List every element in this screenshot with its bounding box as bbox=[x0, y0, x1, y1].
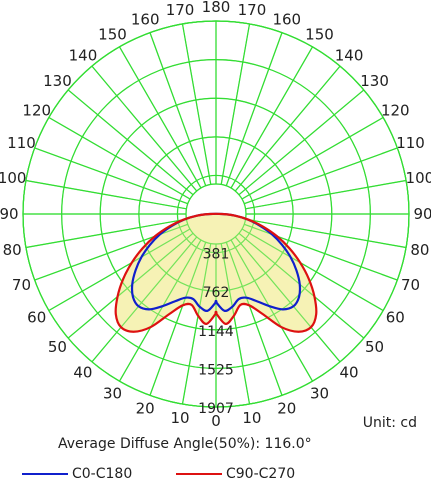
angle-label: 20 bbox=[277, 400, 296, 418]
angle-label: 130 bbox=[360, 72, 389, 90]
angle-label: 90 bbox=[0, 205, 19, 223]
polar-grid-overlay bbox=[22, 20, 410, 408]
angle-label: 140 bbox=[69, 46, 98, 64]
distribution-fill bbox=[22, 20, 410, 408]
angle-label: 60 bbox=[386, 309, 405, 327]
angle-label: 60 bbox=[27, 309, 46, 327]
unit-label: Unit: cd bbox=[362, 415, 417, 431]
grid-spoke bbox=[149, 241, 207, 396]
series-curves bbox=[114, 212, 318, 333]
grid-spoke bbox=[67, 89, 194, 196]
polar-chart: 1801701601501401301201101009080706050403… bbox=[0, 0, 431, 430]
angle-label: 80 bbox=[3, 241, 22, 259]
angle-label: 160 bbox=[131, 10, 160, 28]
ring-value-label: 1525 bbox=[198, 362, 234, 378]
angle-label: 140 bbox=[335, 46, 364, 64]
angle-label: 150 bbox=[305, 26, 334, 44]
ring-value-label: 381 bbox=[203, 247, 230, 263]
angle-label: 0 bbox=[211, 412, 221, 430]
angle-label: 100 bbox=[0, 169, 26, 187]
grid-spoke bbox=[91, 65, 198, 192]
angle-label: 110 bbox=[396, 134, 425, 152]
angle-label: 180 bbox=[202, 0, 231, 16]
grid-spoke bbox=[149, 32, 207, 187]
angle-label: 10 bbox=[171, 409, 190, 427]
legend-item-c0-c180: C0-C180 bbox=[22, 466, 132, 482]
ring-value-label: 1144 bbox=[198, 324, 234, 340]
legend-label-c90-c270: C90-C270 bbox=[226, 466, 296, 482]
polar-labels: 1801701601501401301201101009080706050403… bbox=[0, 0, 431, 430]
angle-label: 40 bbox=[340, 364, 359, 382]
grid-spoke bbox=[245, 179, 407, 210]
angle-label: 40 bbox=[73, 364, 92, 382]
ring-value-label: 762 bbox=[203, 285, 230, 301]
grid-spoke bbox=[245, 218, 407, 249]
angle-label: 150 bbox=[98, 26, 127, 44]
grid-spoke bbox=[67, 232, 194, 339]
angle-label: 90 bbox=[413, 205, 431, 223]
angle-label: 120 bbox=[22, 102, 51, 120]
grid-spoke bbox=[225, 241, 283, 396]
grid-spoke bbox=[118, 239, 202, 382]
grid-spoke bbox=[241, 228, 384, 312]
grid-spoke bbox=[220, 243, 251, 405]
legend-label-c0-c180: C0-C180 bbox=[72, 466, 133, 482]
grid-spoke bbox=[234, 65, 341, 192]
grid-spoke bbox=[25, 218, 187, 249]
angle-label: 70 bbox=[401, 276, 420, 294]
grid-spoke bbox=[91, 236, 198, 363]
angle-label: 80 bbox=[410, 241, 429, 259]
grid-spoke bbox=[118, 46, 202, 189]
legend-swatch-c0-c180 bbox=[22, 473, 68, 475]
grid-spoke bbox=[48, 116, 191, 200]
grid-spoke bbox=[48, 228, 191, 312]
grid-spoke bbox=[234, 236, 341, 363]
legend-item-c90-c270: C90-C270 bbox=[176, 466, 295, 482]
angle-label: 110 bbox=[7, 134, 36, 152]
angle-label: 50 bbox=[48, 338, 67, 356]
angle-label: 130 bbox=[43, 72, 72, 90]
angle-label: 160 bbox=[272, 10, 301, 28]
angle-label: 70 bbox=[12, 276, 31, 294]
grid-spoke bbox=[181, 23, 212, 185]
legend-swatch-c90-c270 bbox=[176, 473, 222, 475]
grid-spoke bbox=[238, 89, 365, 196]
grid-spoke bbox=[25, 179, 187, 210]
angle-label: 120 bbox=[381, 102, 410, 120]
angle-label: 30 bbox=[310, 384, 329, 402]
grid-spoke bbox=[230, 239, 314, 382]
grid-spoke bbox=[230, 46, 314, 189]
grid-spoke bbox=[225, 32, 283, 187]
angle-label: 10 bbox=[242, 409, 261, 427]
grid-spoke bbox=[181, 243, 212, 405]
angle-label: 100 bbox=[406, 169, 431, 187]
angle-label: 170 bbox=[166, 1, 195, 19]
angle-label: 20 bbox=[136, 400, 155, 418]
grid-spoke bbox=[34, 147, 189, 205]
series-line-c90-c270 bbox=[114, 212, 318, 333]
angle-label: 170 bbox=[238, 1, 267, 19]
grid-spoke bbox=[238, 232, 365, 339]
angle-label: 50 bbox=[365, 338, 384, 356]
ring-value-label: 1907 bbox=[198, 401, 234, 417]
diffuse-angle-label: Average Diffuse Angle(50%): 116.0° bbox=[58, 436, 312, 452]
grid-spoke bbox=[243, 147, 398, 205]
grid-spoke bbox=[241, 116, 384, 200]
grid-spoke bbox=[220, 23, 251, 185]
angle-label: 30 bbox=[103, 384, 122, 402]
